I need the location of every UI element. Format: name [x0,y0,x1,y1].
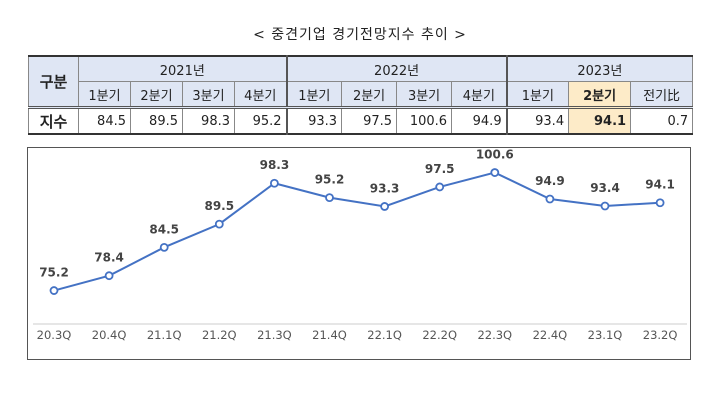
data-label: 94.9 [535,174,565,188]
quarter-header: 3분기 [182,81,235,108]
x-tick-label: 23.2Q [643,328,678,342]
x-tick-label: 21.4Q [312,328,347,342]
row-label: 지수 [28,107,79,135]
index-value: 0.7 [630,107,694,135]
quarter-header: 전기比 [630,81,694,108]
header-corner: 구분 [28,55,79,108]
data-label: 100.6 [476,148,514,162]
quarter-header: 1분기 [505,81,570,108]
data-label: 95.2 [315,173,345,187]
quarter-header: 2분기 [341,81,398,108]
index-value: 84.5 [78,107,131,135]
data-point [380,202,390,211]
index-value: 100.6 [396,107,453,135]
year-header: 2023년 [505,55,694,82]
index-value: 93.3 [285,107,343,135]
x-tick-label: 20.3Q [37,328,72,342]
data-point [545,194,555,204]
data-label: 94.1 [645,178,675,192]
line-chart: 75.2 20.3Q 78.4 20.4Q 84.5 21.1Q 89.5 21.2Q 98.3… [27,147,691,360]
x-tick-label: 21.2Q [202,328,237,342]
x-tick-label: 21.1Q [147,328,182,342]
index-value: 95.2 [233,107,288,135]
data-point [655,198,665,208]
data-point [435,182,445,192]
index-value: 89.5 [130,107,183,135]
x-tick-label: 22.4Q [533,328,568,342]
quarter-header: 2분기 [130,81,183,108]
index-value: 93.4 [505,107,570,135]
quarter-header: 4분기 [451,81,508,108]
data-point [159,242,169,252]
data-point [214,219,224,229]
data-point [600,201,610,211]
data-point [490,168,500,177]
data-point [325,193,334,203]
data-label: 93.4 [590,181,620,195]
year-header: 2022년 [285,55,508,82]
data-label: 93.3 [370,181,400,195]
data-label: 75.2 [39,266,69,280]
data-label: 89.5 [204,199,234,213]
quarter-header: 1분기 [78,81,131,108]
index-value: 98.3 [182,107,235,135]
x-tick-label: 21.3Q [257,328,292,342]
quarter-header: 4분기 [233,81,288,108]
x-tick-label: 22.1Q [367,328,402,342]
x-tick-label: 20.4Q [92,328,127,342]
data-point [49,286,59,295]
quarter-header: 1분기 [285,81,343,108]
series-line [53,171,661,292]
x-tick-label: 22.3Q [477,328,512,342]
x-tick-label: 23.1Q [588,328,623,342]
data-point [269,178,279,188]
data-label: 84.5 [149,222,179,236]
chart-svg: 75.2 20.3Q 78.4 20.4Q 84.5 21.1Q 89.5 21.2Q 98.3… [33,148,687,342]
data-label: 97.5 [425,162,455,176]
data-point [104,271,114,281]
index-value: 97.5 [341,107,398,135]
data-label: 98.3 [260,158,290,172]
index-value: 94.9 [451,107,508,135]
year-header: 2021년 [77,55,288,82]
x-tick-label: 22.2Q [422,328,457,342]
page-title: < 중견기업 경기전망지수 추이 > [253,27,467,43]
quarter-header: 2분기 [568,81,632,108]
data-label: 78.4 [94,251,124,265]
index-table: 구분 2021년 2022년 2023년 1분기 2분기 3분기 4분기 1분기 2분기 3… [28,55,694,135]
quarter-header: 3분기 [396,81,453,108]
index-value: 94.1 [568,107,632,135]
